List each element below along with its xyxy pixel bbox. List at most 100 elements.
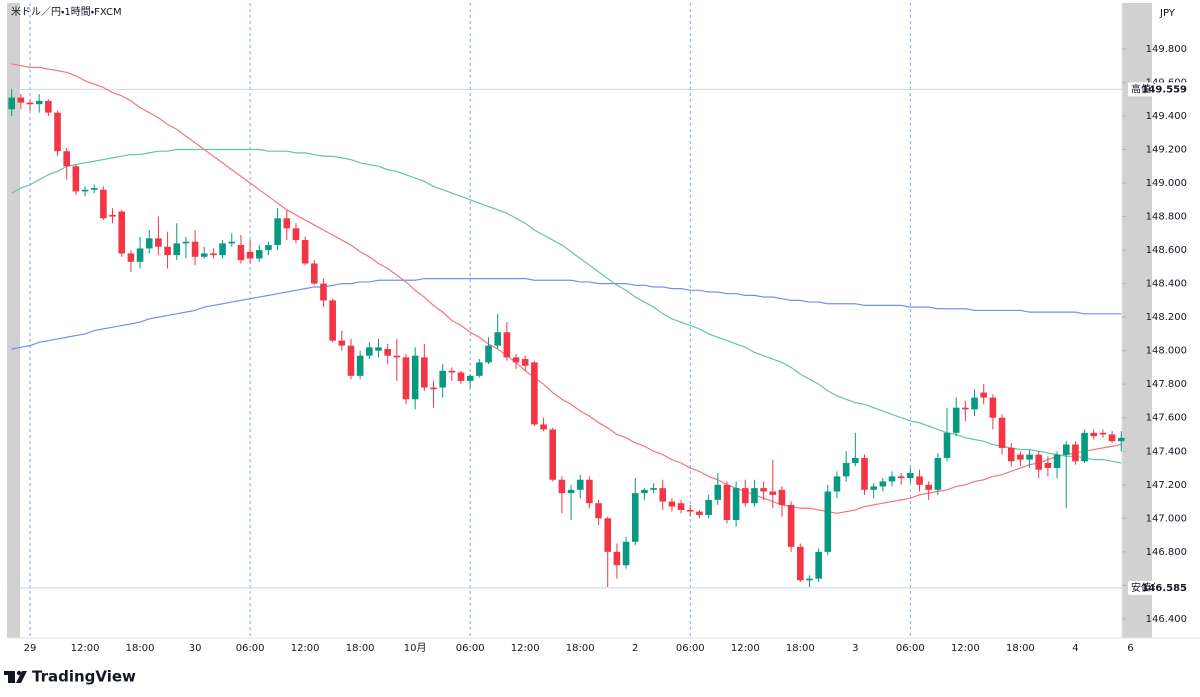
candle-body [751,488,758,504]
candle-body [210,253,217,256]
y-tick-label: 148.600 [1146,245,1187,256]
x-tick-label: 12:00 [511,643,540,654]
brand-logo [4,670,27,683]
candle-body [558,479,566,494]
x-tick-label: 3 [852,643,858,654]
candle-body [934,457,942,490]
candle-body [118,211,126,254]
candle-body [576,479,584,490]
candle-body [476,362,483,376]
candle-body [962,407,969,410]
level-value-box [1155,82,1191,97]
candle-body [705,499,712,515]
candle-body [466,375,474,381]
candle-body [952,407,960,433]
level-label-box [1128,82,1154,97]
x-tick-label: 06:00 [236,643,265,654]
candle-body [1026,454,1033,460]
y-tick-label: 147.800 [1146,379,1187,390]
level-value: 146.585 [1141,583,1187,594]
candle-body [613,551,621,566]
plot-area [7,3,1126,638]
x-tick-label: 12:00 [951,643,980,654]
moving-average [11,148,1122,464]
candle-body [375,347,382,351]
candle-body [622,541,630,566]
candle-body [109,214,116,217]
candle-body [1090,432,1098,437]
candle-body [604,518,612,552]
candle-body [1044,462,1052,469]
candle-body [586,479,593,504]
candle-body [989,397,997,418]
candle-body [100,189,107,219]
candle-body [1007,447,1015,462]
x-tick-label: 06:00 [896,643,925,654]
candle-body [228,241,236,244]
candle-body [329,300,336,341]
candle-body [760,488,767,492]
candle-body [778,489,786,505]
candle-body [943,432,951,458]
candle-body [485,345,492,363]
candle-body [907,473,914,479]
candle-body [723,484,731,520]
x-tick-label: 06:00 [456,643,485,654]
chart-title: 米ドル／円・1時間・FXCM [11,5,122,18]
candle-body [45,100,52,113]
candle-body [641,489,648,494]
level-value: 149.559 [1141,84,1187,95]
candle-body [842,462,850,477]
candle-body [301,240,309,264]
candle-body [283,218,291,229]
candle-body [54,112,61,152]
candle-body [668,501,676,507]
candle-body [1035,454,1043,470]
candle-body [540,424,547,430]
candle-body [888,476,896,482]
candle-body [35,100,43,105]
candle-body [971,397,978,410]
y-tick-label: 147.200 [1146,480,1187,491]
candle-body [650,488,657,490]
candle-body [347,345,355,376]
candle-body [274,218,281,246]
candle-body [521,359,529,366]
x-tick-label: 29 [24,643,37,654]
candle-body [833,476,841,492]
candle-body [787,504,795,547]
candle-body [897,476,905,479]
candle-body [567,489,575,494]
candle-body [494,332,501,346]
session-shade [7,3,20,638]
candle-body [677,503,685,510]
candle-body [1053,454,1061,469]
x-tick-label: 30 [189,643,202,654]
y-tick-label: 149.000 [1146,178,1187,189]
candle-body [246,251,254,259]
y-tick-label: 146.400 [1146,614,1187,625]
candle-body [90,188,98,190]
candle-body [980,392,988,398]
candle-body [797,546,804,581]
candle-body [457,372,465,381]
candle-body [81,189,89,192]
moving-average [11,63,1122,514]
candle-body [411,355,419,400]
candle-body [714,484,722,500]
x-tick-label: 2 [632,643,638,654]
axis-shade [1122,3,1152,638]
candle-body [998,417,1006,448]
candle-body [879,481,887,487]
candle-body [173,243,181,256]
candle-body [338,340,346,346]
candle-body [806,578,813,581]
candle-body [402,357,410,400]
x-tick-label: 18:00 [786,643,815,654]
candle-body [870,486,877,490]
y-tick-label: 146.800 [1146,547,1187,558]
candle-body [17,97,25,103]
x-tick-label: 12:00 [291,643,320,654]
candle-body [659,488,667,502]
candle-body [686,509,694,512]
